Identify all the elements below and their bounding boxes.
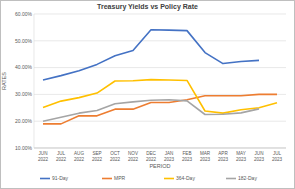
x-tick-label-part: 2022	[56, 157, 67, 162]
chart-frame	[1, 1, 295, 189]
legend-swatch	[102, 178, 112, 180]
x-tick-label: NOV2022	[128, 151, 139, 162]
y-tick-label: 10.00%	[15, 145, 33, 151]
x-tick-label-part: 2022	[146, 157, 157, 162]
grid-line	[34, 40, 286, 41]
x-axis	[34, 148, 286, 149]
x-tick-label-part: DEC	[146, 151, 156, 156]
grid-line	[34, 14, 286, 15]
x-tick-label-part: MAY	[236, 151, 246, 156]
x-tick-label-part: 2023	[182, 157, 193, 162]
grid-line	[34, 121, 286, 122]
chart: Treasury Yields vs Policy Rate 10.00% 20.0…	[0, 0, 295, 189]
legend-swatch	[164, 178, 174, 180]
x-tick-label-part: JUL	[273, 151, 282, 156]
x-tick-label-part: JUN	[255, 151, 264, 156]
x-tick-label-part: OCT	[110, 151, 120, 156]
x-tick-label: AUG2022	[74, 151, 85, 162]
x-tick-label-part: JUL	[57, 151, 66, 156]
x-tick-label: JUN2022	[38, 151, 49, 162]
x-tick-label-part: 2023	[254, 157, 265, 162]
legend-label: 182-Day	[238, 175, 257, 181]
x-tick-label-part: 2022	[74, 157, 85, 162]
x-tick-label: APR2023	[218, 151, 229, 162]
x-tick-label-part: 2022	[110, 157, 121, 162]
x-tick-label-part: NOV	[128, 151, 139, 156]
x-tick-label: JAN2023	[164, 151, 175, 162]
x-tick-label-part: 2022	[38, 157, 49, 162]
x-tick-label-part: 2023	[236, 157, 247, 162]
x-tick-label-part: SEP	[92, 151, 101, 156]
x-tick-label: OCT2022	[110, 151, 121, 162]
x-tick-label: MAR2023	[200, 151, 211, 162]
x-tick-label-part: MAR	[200, 151, 211, 156]
x-tick-label-part: JAN	[165, 151, 174, 156]
x-tick-label-part: FEB	[183, 151, 192, 156]
x-tick-label-part: AUG	[74, 151, 84, 156]
x-tick-label: DEC2022	[146, 151, 157, 162]
y-tick-label: 20.00%	[15, 118, 33, 124]
y-tick-label: 60.00%	[15, 11, 33, 17]
y-tick-label: 30.00%	[15, 91, 33, 97]
x-tick-label: SEP2022	[92, 151, 103, 162]
grid-line	[34, 67, 286, 68]
x-tick-label-part: 2022	[128, 157, 139, 162]
grid-line	[34, 148, 286, 149]
x-tick-label: JUN2023	[254, 151, 265, 162]
x-tick-label-part: APR	[218, 151, 228, 156]
y-axis-title: RATES	[1, 72, 7, 90]
legend-swatch	[226, 178, 236, 180]
legend-label: 91-Day	[52, 175, 69, 181]
x-axis-title: PERIOD	[149, 163, 170, 169]
series-line	[43, 80, 277, 114]
plot-area	[43, 30, 277, 124]
legend-label: MPR	[114, 175, 126, 181]
x-tick-label: MAY2023	[236, 151, 247, 162]
legend-swatch	[40, 178, 50, 180]
y-tick-label: 40.00%	[15, 64, 33, 70]
x-tick-label-part: JUN	[39, 151, 48, 156]
series-line	[43, 30, 259, 80]
x-tick-label-part: 2023	[200, 157, 211, 162]
y-tick-label: 50.00%	[15, 38, 33, 44]
x-tick-label: JUL2023	[272, 151, 283, 162]
legend-label: 364-Day	[176, 175, 195, 181]
x-tick-label-part: 2023	[272, 157, 283, 162]
series-line	[43, 100, 259, 121]
title: Treasury Yields vs Policy Rate	[97, 3, 198, 11]
x-tick-label-part: 2022	[92, 157, 103, 162]
y-axis	[34, 14, 35, 148]
x-tick-label: JUL2022	[56, 151, 67, 162]
x-tick-label-part: 2023	[218, 157, 229, 162]
x-tick-label-part: 2023	[164, 157, 175, 162]
x-tick-label: FEB2023	[182, 151, 193, 162]
